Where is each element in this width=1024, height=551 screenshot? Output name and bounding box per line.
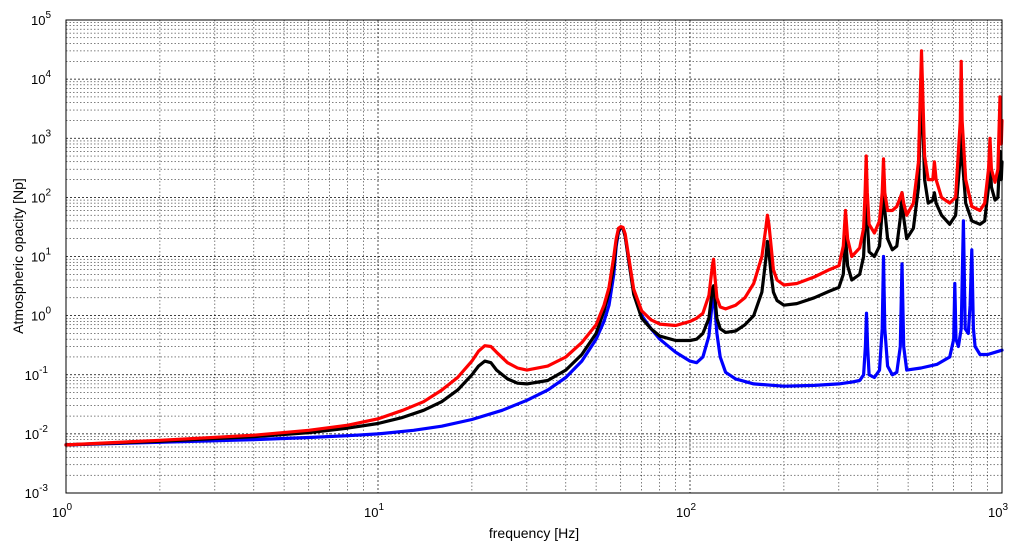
y-tick-labels: 10-3 10-2 10-1 100 101 102 103 104 105: [25, 10, 52, 501]
y-tick-label: 10-1: [25, 365, 49, 383]
x-tick-label: 103: [988, 502, 1008, 520]
series-line-2: [64, 49, 1004, 447]
series-line-1: [64, 77, 1004, 447]
y-tick-label: 101: [31, 247, 51, 265]
y-axis-label: Atmospheric opacity [Np]: [10, 178, 26, 334]
series-layer: [64, 49, 1004, 447]
y-tick-label: 102: [31, 187, 51, 205]
y-tick-label: 100: [31, 306, 51, 324]
x-tick-label: 101: [364, 502, 384, 520]
plot-frame: [65, 19, 1003, 494]
x-tick-label: 100: [52, 502, 72, 520]
y-tick-label: 104: [31, 69, 51, 87]
y-tick-label: 105: [31, 10, 51, 28]
y-tick-label: 103: [31, 128, 51, 146]
x-axis-label: frequency [Hz]: [489, 525, 579, 541]
series-line-0: [64, 219, 1004, 447]
x-tick-labels: 100 101 102 103: [52, 502, 1008, 520]
x-tick-label: 102: [676, 502, 696, 520]
y-tick-label: 10-2: [25, 424, 49, 442]
major-grid: [66, 20, 1002, 493]
y-tick-label: 10-3: [25, 483, 49, 501]
